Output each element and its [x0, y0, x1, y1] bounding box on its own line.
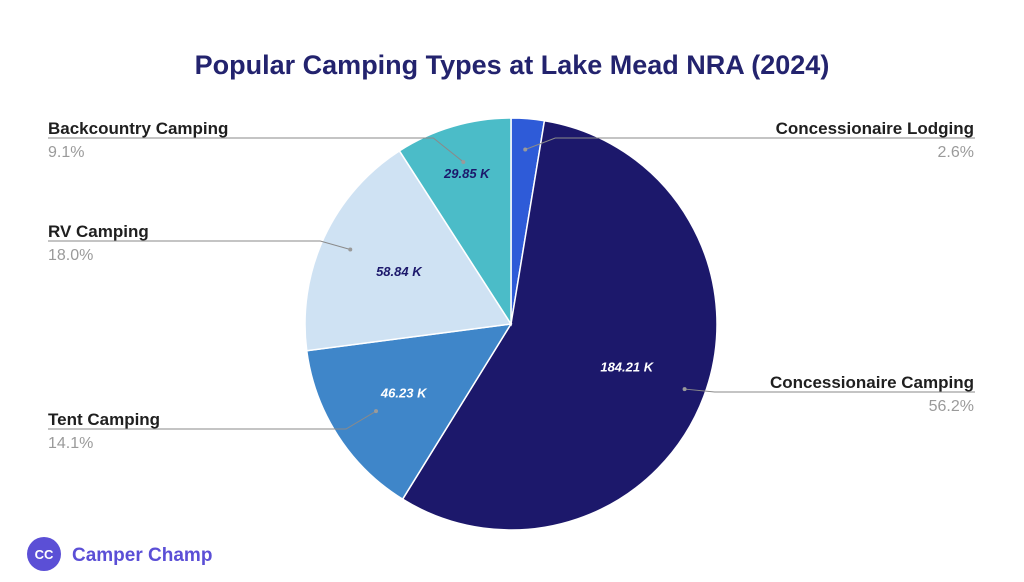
- callout-line-backcountry-camping: [48, 137, 464, 163]
- slice-concessionaire-camping: [401, 119, 718, 531]
- percent-concessionaire-camping: 56.2%: [929, 398, 974, 415]
- slice-rv-camping: [304, 149, 513, 352]
- chart-title: Popular Camping Types at Lake Mead NRA (…: [195, 50, 830, 80]
- percent-tent-camping: 14.1%: [48, 435, 93, 452]
- callout-line-rv-camping: [48, 240, 351, 250]
- slice-labels: Concessionaire Lodging 2.6% Concessionaire…: [48, 119, 974, 452]
- callout-dot-concessionaire-camping: [682, 387, 687, 392]
- label-rv-camping: RV Camping: [48, 222, 149, 241]
- value-tent-camping: 46.23 K: [380, 385, 428, 400]
- label-tent-camping: Tent Camping: [48, 410, 160, 429]
- label-concessionaire-lodging: Concessionaire Lodging: [776, 119, 974, 138]
- slice-backcountry-camping: [398, 117, 512, 327]
- callout-line-concessionaire-lodging: [525, 137, 975, 150]
- callout-dot-backcountry-camping: [461, 159, 466, 164]
- value-rv-camping: 58.84 K: [376, 264, 423, 279]
- value-concessionaire-camping: 184.21 K: [600, 359, 654, 374]
- slice-callouts: [48, 137, 975, 430]
- value-backcountry-camping: 29.85 K: [443, 166, 491, 181]
- callout-line-concessionaire-camping: [684, 388, 975, 393]
- slice-tent-camping: [305, 323, 513, 501]
- callout-dot-concessionaire-lodging: [523, 147, 528, 152]
- label-concessionaire-camping: Concessionaire Camping: [770, 373, 974, 392]
- callout-line-tent-camping: [48, 410, 377, 430]
- percent-backcountry-camping: 9.1%: [48, 144, 84, 161]
- logo-monogram: CC: [35, 547, 54, 562]
- brand-logo: CC Camper Champ: [27, 537, 212, 571]
- callout-dot-tent-camping: [374, 409, 379, 414]
- callout-dot-rv-camping: [348, 247, 353, 252]
- pie-slices: [304, 117, 718, 531]
- slice-value-labels: 184.21 K 46.23 K 58.84 K 29.85 K: [376, 166, 655, 400]
- percent-rv-camping: 18.0%: [48, 247, 93, 264]
- label-backcountry-camping: Backcountry Camping: [48, 119, 228, 138]
- brand-name: Camper Champ: [72, 545, 212, 566]
- percent-concessionaire-lodging: 2.6%: [938, 144, 974, 161]
- logo-badge: [27, 537, 61, 571]
